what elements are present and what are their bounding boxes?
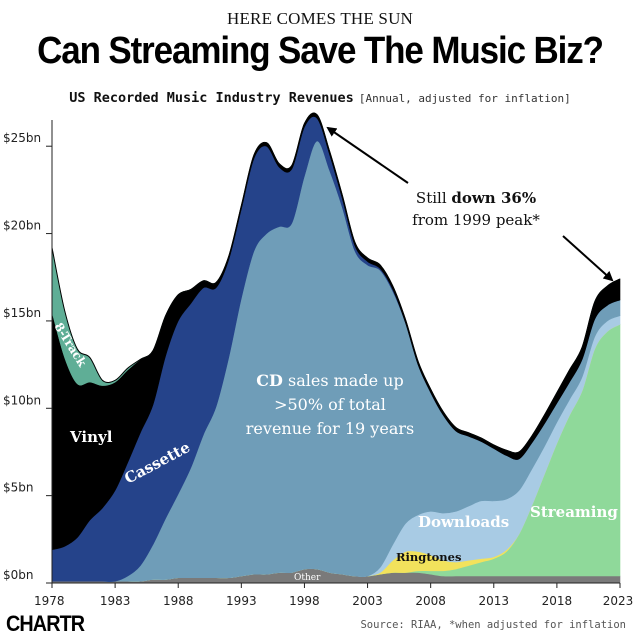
x-tick-label: 1988 [163, 594, 194, 608]
series-label-other: Other [294, 573, 321, 583]
chart-subtitle-row: US Recorded Music Industry Revenues [Ann… [0, 87, 640, 106]
peak-annotation-line1: Still down 36% [416, 189, 536, 207]
current-arrow [562, 235, 614, 282]
x-tick-label: 2013 [479, 594, 510, 608]
cd-annotation-line1: sales made up [283, 371, 404, 390]
y-axis: $0bn $5bn $10bn $15bn $20bn $25bn [3, 131, 52, 584]
x-tick-label: 1993 [226, 594, 257, 608]
x-tick-label: 1978 [34, 594, 65, 608]
y-tick-label: $15bn [3, 306, 41, 320]
cd-annotation: CD sales made up [256, 371, 403, 390]
y-tick-label: $20bn [3, 219, 41, 233]
peak-annotation-line2: from 1999 peak* [412, 211, 540, 229]
x-axis: 1978 1983 1988 1993 1998 2003 2008 2013 2018 2023 [34, 583, 633, 608]
chart-subtitle: US Recorded Music Industry Revenues [69, 90, 354, 106]
chart-kicker: HERE COMES THE SUN [226, 9, 414, 28]
total-outline-layer [51, 112, 621, 454]
cd-annotation-line3: revenue for 19 years [246, 419, 414, 438]
x-tick-label: 1983 [100, 594, 131, 608]
x-tick-label: 2003 [352, 594, 383, 608]
x-tick-label: 2018 [542, 594, 573, 608]
chartr-logo: CHARTR [6, 611, 85, 636]
x-tick-label: 1998 [289, 594, 320, 608]
chart-title: Can Streaming Save The Music Biz? [37, 30, 604, 72]
series-label-vinyl: Vinyl [69, 428, 113, 446]
series-label-downloads: Downloads [418, 513, 509, 531]
series-label-ringtones: Ringtones [396, 550, 461, 564]
cd-annotation-line2: >50% of total [274, 395, 386, 414]
y-tick-label: $5bn [3, 481, 34, 495]
peak-annotation-bold: down 36% [451, 189, 536, 207]
cd-annotation-bold: CD [256, 371, 283, 390]
total-revenue-outline [51, 112, 621, 454]
y-tick-label: $25bn [3, 131, 41, 145]
source-note: Source: RIAA, *when adjusted for inflati… [360, 619, 626, 631]
x-tick-label: 2023 [603, 594, 634, 608]
area-layers [51, 112, 621, 584]
series-label-streaming: Streaming [530, 503, 618, 521]
y-tick-label: $10bn [3, 393, 41, 407]
peak-annotation-still: Still [416, 189, 447, 207]
chart-subtitle-note: [Annual, adjusted for inflation] [358, 92, 571, 105]
peak-arrow [326, 126, 409, 184]
y-tick-label: $0bn [3, 568, 34, 582]
x-tick-label: 2008 [415, 594, 446, 608]
